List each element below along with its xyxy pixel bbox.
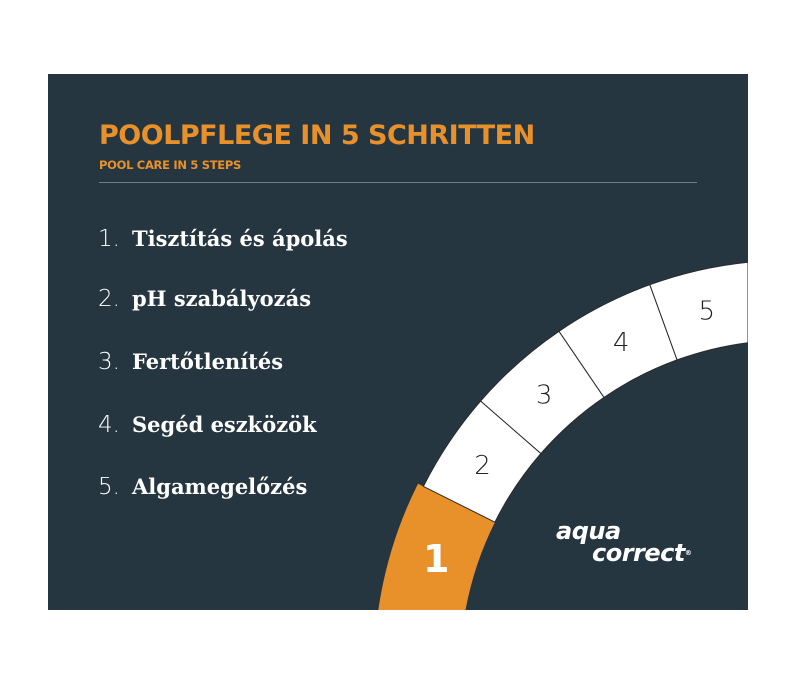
step-number: 4. bbox=[98, 412, 120, 438]
registered-mark: ® bbox=[684, 549, 692, 557]
infographic-panel: POOLPFLEGE IN 5 SCHRITTEN POOL CARE IN 5… bbox=[48, 74, 748, 610]
page-subtitle: POOL CARE IN 5 STEPS bbox=[99, 158, 241, 172]
arc-segment-1 bbox=[378, 483, 495, 610]
page-title: POOLPFLEGE IN 5 SCHRITTEN bbox=[99, 120, 535, 151]
step-item: 5. Algamegelőzés bbox=[98, 474, 307, 500]
step-number: 2. bbox=[98, 286, 120, 312]
step-item: 1. Tisztítás és ápolás bbox=[98, 226, 348, 252]
step-label: Algamegelőzés bbox=[132, 474, 308, 499]
step-label: Segéd eszközök bbox=[132, 412, 317, 437]
step-number: 3. bbox=[98, 349, 120, 375]
step-label: Tisztítás és ápolás bbox=[132, 226, 348, 251]
divider bbox=[99, 182, 697, 183]
step-item: 2. pH szabályozás bbox=[98, 286, 311, 312]
logo-text: correct bbox=[592, 539, 685, 567]
steps-arc: 1 2 3 4 5 bbox=[378, 261, 748, 610]
logo-line2: correct® bbox=[556, 539, 692, 567]
step-item: 3. Fertőtlenítés bbox=[98, 349, 283, 375]
arc-segment-label: 2 bbox=[474, 451, 491, 481]
logo-line1: aqua bbox=[556, 517, 621, 545]
arc-segment-label: 5 bbox=[699, 297, 716, 327]
step-number: 1. bbox=[98, 226, 120, 252]
arc-segment-label: 3 bbox=[536, 381, 553, 411]
arc-segment-label: 1 bbox=[423, 537, 449, 581]
step-number: 5. bbox=[98, 474, 120, 500]
step-label: pH szabályozás bbox=[132, 286, 312, 311]
step-label: Fertőtlenítés bbox=[132, 349, 284, 374]
arc-segment-5 bbox=[649, 261, 748, 361]
arc-segment-label: 4 bbox=[613, 328, 630, 358]
step-item: 4. Segéd eszközök bbox=[98, 412, 317, 438]
aqua-correct-logo: aqua correct® bbox=[556, 517, 692, 567]
